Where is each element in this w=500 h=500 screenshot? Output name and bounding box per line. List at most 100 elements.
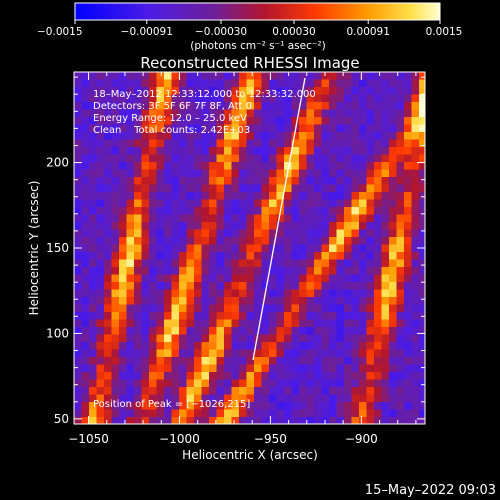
heatmap-cell <box>141 79 150 88</box>
heatmap-cell <box>427 87 435 95</box>
heatmap-cell <box>307 425 315 433</box>
heatmap-cell <box>111 229 120 238</box>
heatmap-cell <box>186 259 195 268</box>
heatmap-cell <box>164 327 173 336</box>
heatmap-cell <box>149 72 158 81</box>
heatmap-cell <box>419 94 425 103</box>
heatmap-cell <box>396 184 405 193</box>
heatmap-cell <box>209 342 218 351</box>
heatmap-cell <box>374 94 383 103</box>
heatmap-cell <box>81 282 90 291</box>
heatmap-cell <box>149 349 158 358</box>
heatmap-cell <box>254 72 263 81</box>
heatmap-cell <box>81 349 90 358</box>
heatmap-cell <box>359 169 368 178</box>
heatmap-cell <box>74 289 83 298</box>
heatmap-cell <box>186 109 195 118</box>
heatmap-cell <box>344 214 353 223</box>
heatmap-cell <box>299 162 308 171</box>
heatmap-cell <box>96 252 105 261</box>
heatmap-cell <box>81 94 90 103</box>
heatmap-cell <box>344 124 353 133</box>
heatmap-cell <box>231 327 240 336</box>
heatmap-cell <box>74 357 83 366</box>
heatmap-cell <box>329 237 338 246</box>
heatmap-cell <box>194 349 203 358</box>
heatmap-cell <box>111 162 120 171</box>
heatmap-cell <box>96 259 105 268</box>
heatmap-cell <box>284 132 293 141</box>
heatmap-cell <box>254 349 263 358</box>
heatmap-cell <box>156 139 165 148</box>
heatmap-cell <box>404 244 413 253</box>
heatmap-cell <box>164 402 173 411</box>
heatmap-cell <box>209 102 218 111</box>
heatmap-cell <box>141 72 150 81</box>
heatmap-cell <box>194 364 203 373</box>
heatmap-cell <box>179 147 188 156</box>
heatmap-cell <box>269 229 278 238</box>
heatmap-cell <box>314 379 323 388</box>
heatmap-cell <box>126 402 135 411</box>
heatmap-cell <box>329 229 338 238</box>
heatmap-cell <box>254 132 263 141</box>
heatmap-cell <box>389 87 398 96</box>
heatmap-cell <box>344 199 353 208</box>
heatmap-cell <box>396 102 405 111</box>
heatmap-cell <box>156 214 165 223</box>
heatmap-cell <box>104 192 113 201</box>
heatmap-cell <box>366 252 375 261</box>
heatmap-cell <box>284 267 293 276</box>
heatmap-cell <box>96 222 105 231</box>
heatmap-cell <box>314 102 323 111</box>
heatmap-cell <box>224 402 233 411</box>
heatmap-cell <box>149 117 158 126</box>
heatmap-cell <box>194 147 203 156</box>
heatmap-cell <box>366 124 375 133</box>
heatmap-cell <box>269 162 278 171</box>
heatmap-cell <box>246 192 255 201</box>
heatmap-cell <box>156 244 165 253</box>
heatmap-cell <box>329 87 338 96</box>
heatmap-cell <box>81 199 90 208</box>
heatmap-cell <box>111 222 120 231</box>
heatmap-cell <box>179 124 188 133</box>
heatmap-cell <box>156 342 165 351</box>
heatmap-cell <box>374 387 383 396</box>
heatmap-cell <box>261 304 270 313</box>
heatmap-cell <box>344 79 353 88</box>
heatmap-cell <box>291 319 300 328</box>
heatmap-cell <box>381 154 390 163</box>
heatmap-cell <box>179 102 188 111</box>
heatmap-cell <box>134 162 143 171</box>
heatmap-cell <box>381 169 390 178</box>
heatmap-cell <box>201 192 210 201</box>
heatmap-cell <box>306 267 315 276</box>
heatmap-cell <box>149 259 158 268</box>
heatmap-cell <box>216 94 225 103</box>
heatmap-cell <box>411 207 420 216</box>
heatmap-cell <box>134 199 143 208</box>
heatmap-cell <box>254 154 263 163</box>
heatmap-cell <box>209 252 218 261</box>
heatmap-cell <box>81 214 90 223</box>
heatmap-cell <box>329 387 338 396</box>
heatmap-cell <box>276 267 285 276</box>
heatmap-cell <box>336 207 345 216</box>
heatmap-cell <box>216 409 225 418</box>
heatmap-cell <box>126 102 135 111</box>
heatmap-cell <box>404 334 413 343</box>
heatmap-cell <box>111 72 120 81</box>
heatmap-cell <box>276 222 285 231</box>
heatmap-cell <box>141 274 150 283</box>
heatmap-cell <box>201 177 210 186</box>
heatmap-cell <box>111 109 120 118</box>
heatmap-cell <box>209 117 218 126</box>
heatmap-cell <box>344 357 353 366</box>
heatmap-cell <box>261 214 270 223</box>
heatmap-cell <box>104 387 113 396</box>
heatmap-cell <box>126 357 135 366</box>
heatmap-cell <box>381 222 390 231</box>
heatmap-cell <box>246 274 255 283</box>
colorbar-tick-label: −0.00091 <box>121 26 173 38</box>
